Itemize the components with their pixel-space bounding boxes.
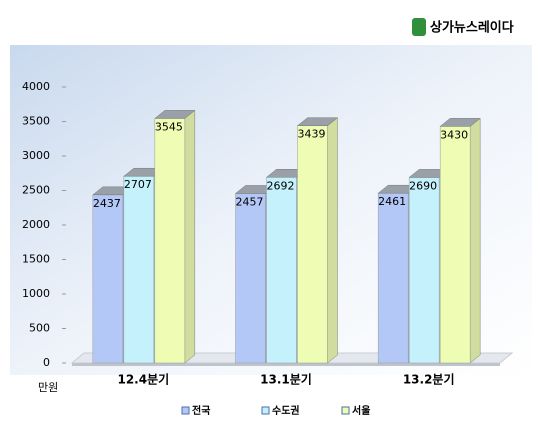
legend-swatch	[181, 406, 190, 415]
value-label: 2707	[124, 178, 152, 191]
legend-label: 수도권	[272, 405, 300, 417]
y-tick-label: 500	[29, 322, 50, 335]
bar-front	[408, 177, 440, 364]
value-label: 2692	[267, 179, 295, 192]
y-tick-label: 3000	[22, 149, 50, 162]
value-label: 3430	[440, 128, 468, 141]
y-tick-label: 2500	[22, 184, 50, 197]
y-tick-label: 1500	[22, 253, 50, 266]
bar-side-shade	[470, 118, 481, 363]
bar-front	[123, 175, 155, 364]
bar-front	[439, 126, 471, 364]
legend-swatch	[341, 406, 350, 415]
floor-front	[72, 363, 500, 366]
y-tick-label: 2000	[22, 218, 50, 231]
y-tick-label: 4000	[22, 80, 50, 93]
bar-front	[266, 177, 297, 364]
value-label: 2457	[236, 195, 264, 208]
bar-front	[92, 194, 124, 364]
bar-side-shade	[327, 117, 338, 363]
bar-front	[235, 193, 266, 364]
value-label: 2461	[378, 195, 406, 208]
y-tick-label: 1000	[22, 287, 50, 300]
bar-top	[154, 110, 196, 119]
logo-icon	[412, 18, 426, 36]
bar-top	[439, 118, 481, 127]
x-tick-label: 13.2분기	[403, 372, 455, 387]
x-tick-label: 12.4분기	[117, 372, 169, 387]
value-label: 2437	[93, 197, 121, 210]
bar-front	[297, 125, 328, 364]
y-tick-label: 3500	[22, 115, 50, 128]
value-label: 3439	[298, 128, 326, 141]
value-label: 3545	[155, 120, 183, 133]
logo: 상가뉴스레이다	[430, 20, 514, 36]
legend-swatch	[261, 406, 270, 415]
bar-side-shade	[184, 110, 195, 364]
y-tick-label: 0	[43, 356, 50, 369]
value-label: 2690	[409, 179, 437, 192]
bar-top	[296, 117, 339, 126]
bar	[154, 109, 196, 364]
bar-front	[377, 192, 409, 364]
bar-front	[154, 118, 186, 364]
legend-label: 서울	[352, 404, 370, 417]
y-unit: 만원	[38, 381, 58, 394]
x-tick-label: 13.1분기	[260, 372, 312, 387]
bar	[439, 117, 481, 364]
bar	[296, 117, 339, 364]
legend-label: 전국	[192, 404, 210, 417]
